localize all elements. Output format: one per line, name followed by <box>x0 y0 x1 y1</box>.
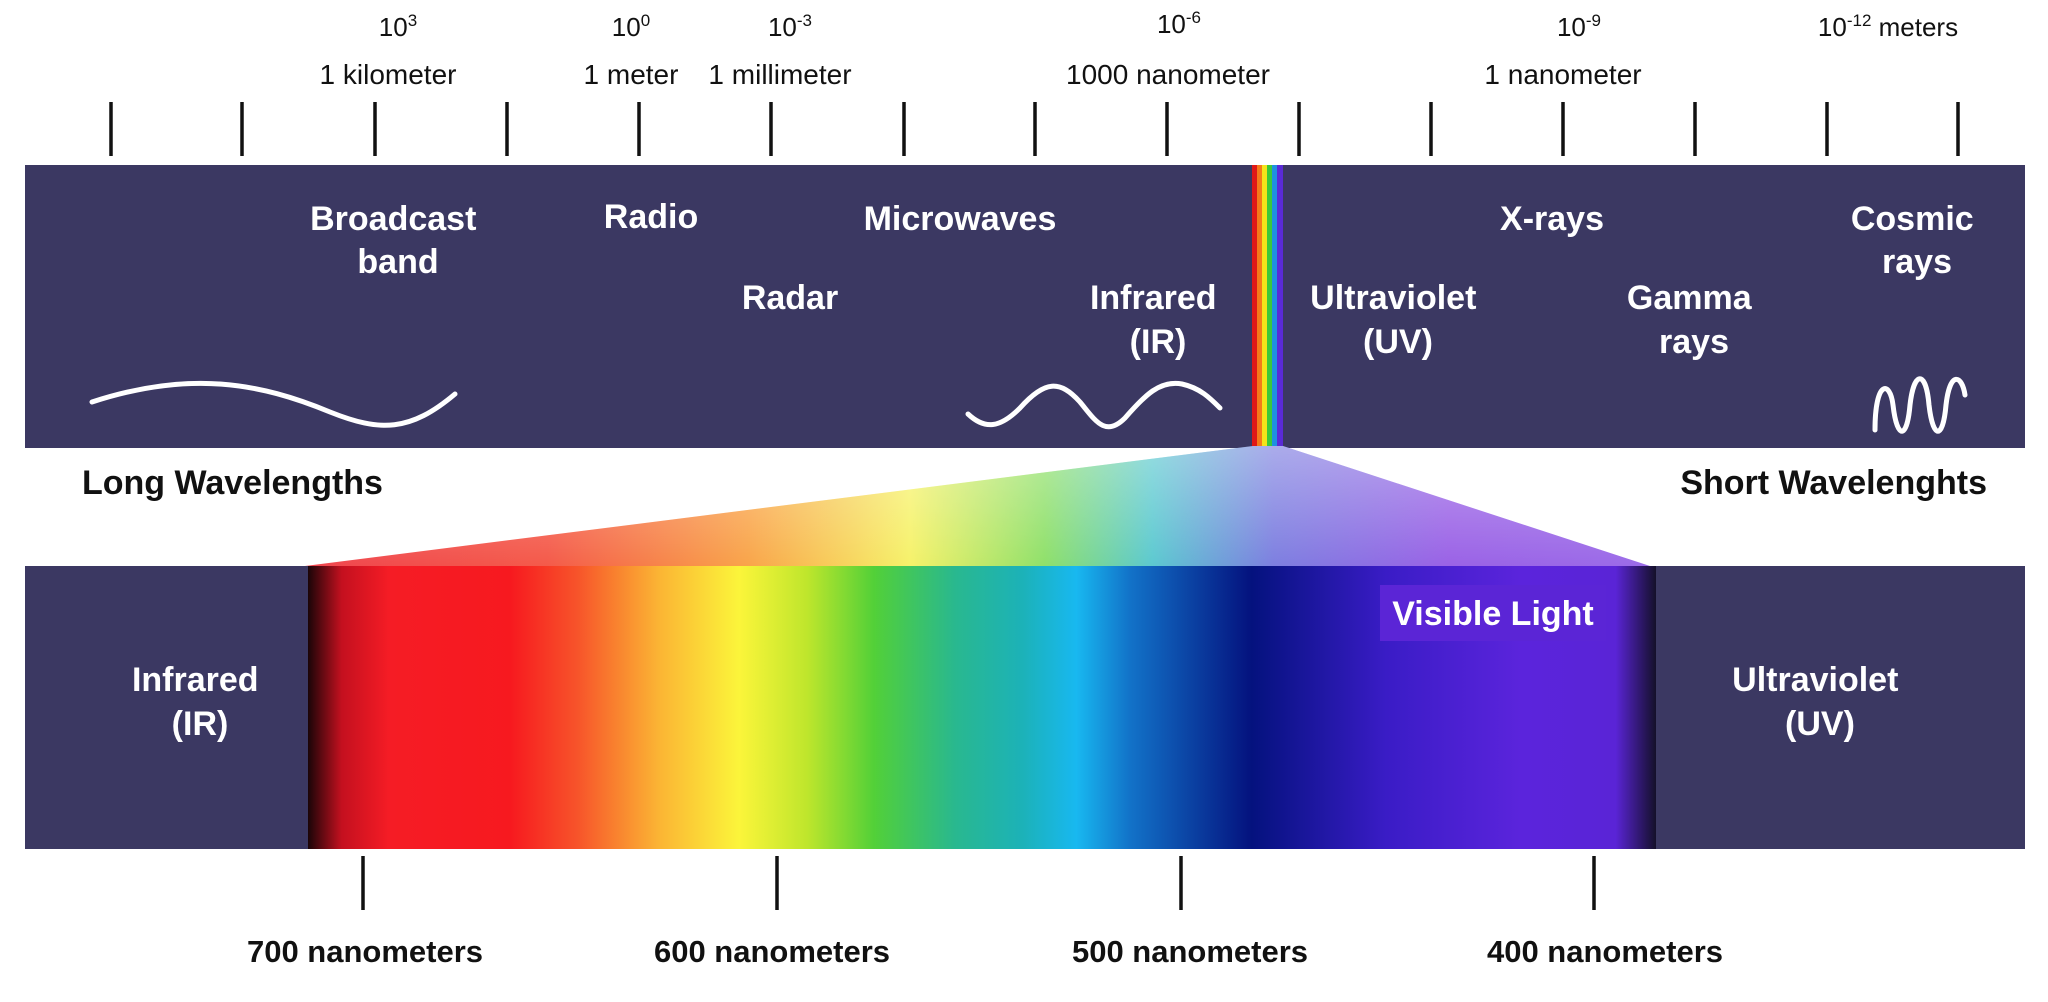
unit-label: 1 meter <box>584 59 679 90</box>
visible-left-infrared-label: Infrared (IR) <box>132 661 268 743</box>
visible-right-ultraviolet-label: Ultraviolet (UV) <box>1732 661 1908 743</box>
band-labels: Broadcast band Radio Microwaves Radar In… <box>310 198 1983 361</box>
short-wave-icon <box>1872 376 1968 434</box>
unit-label: 1 millimeter <box>708 59 851 90</box>
exponent-label: 100 <box>612 11 650 42</box>
strip-violet <box>1277 165 1283 448</box>
nanometer-labels: 700 nanometers 600 nanometers 500 nanome… <box>247 934 1723 969</box>
wave-illustrations <box>89 376 1968 434</box>
unit-label: 1 nanometer <box>1484 59 1641 90</box>
unit-label: 1 kilometer <box>320 59 457 90</box>
exponent-label: 10-6 <box>1157 8 1201 39</box>
nm-label: 600 nanometers <box>654 934 890 969</box>
nm-label: 700 nanometers <box>247 934 483 969</box>
long-wave-icon <box>89 380 458 428</box>
nm-label: 500 nanometers <box>1072 934 1308 969</box>
strip-red <box>1252 165 1257 448</box>
unit-label: 1000 nanometer <box>1066 59 1270 90</box>
scale-unit-labels: 1 kilometer 1 meter 1 millimeter 1000 na… <box>320 59 1642 90</box>
nanometer-ticks <box>361 856 1596 910</box>
scale-exponents: 103 100 10-3 10-6 10-9 10-12 meters <box>379 8 1958 42</box>
long-wavelengths-label: Long Wavelengths <box>82 464 383 502</box>
radio-label: Radio <box>604 198 698 236</box>
exponent-label: 10-3 <box>768 11 812 42</box>
infrared-band-label: Infrared (IR) <box>1090 279 1226 361</box>
fan-highlight <box>305 446 1650 566</box>
exponent-label: 10-12 meters <box>1818 11 1958 42</box>
exponent-label: 10-9 <box>1557 11 1601 42</box>
strip-yellow <box>1262 165 1267 448</box>
gamma-rays-label: Gamma rays <box>1627 279 1761 361</box>
visible-light-fan <box>305 446 1650 566</box>
cosmic-rays-label: Cosmic rays <box>1851 200 1983 281</box>
broadcast-band-label: Broadcast band <box>310 200 486 281</box>
nm-label: 400 nanometers <box>1487 934 1723 969</box>
microwaves-label: Microwaves <box>864 200 1057 238</box>
scale-ticks <box>109 102 1960 156</box>
ultraviolet-band-label: Ultraviolet (UV) <box>1310 279 1486 361</box>
medium-wave-icon <box>965 380 1223 430</box>
xrays-label: X-rays <box>1500 200 1604 238</box>
strip-orange <box>1257 165 1262 448</box>
short-wavelengths-label: Short Wavelenghts <box>1680 464 1987 502</box>
visible-light-badge <box>1380 585 1606 641</box>
rainbow-strip <box>1252 165 1283 448</box>
visible-light-title: Visible Light <box>1392 595 1594 633</box>
radar-label: Radar <box>742 279 838 317</box>
strip-blue <box>1272 165 1277 448</box>
strip-green <box>1267 165 1272 448</box>
exponent-label: 103 <box>379 11 417 42</box>
